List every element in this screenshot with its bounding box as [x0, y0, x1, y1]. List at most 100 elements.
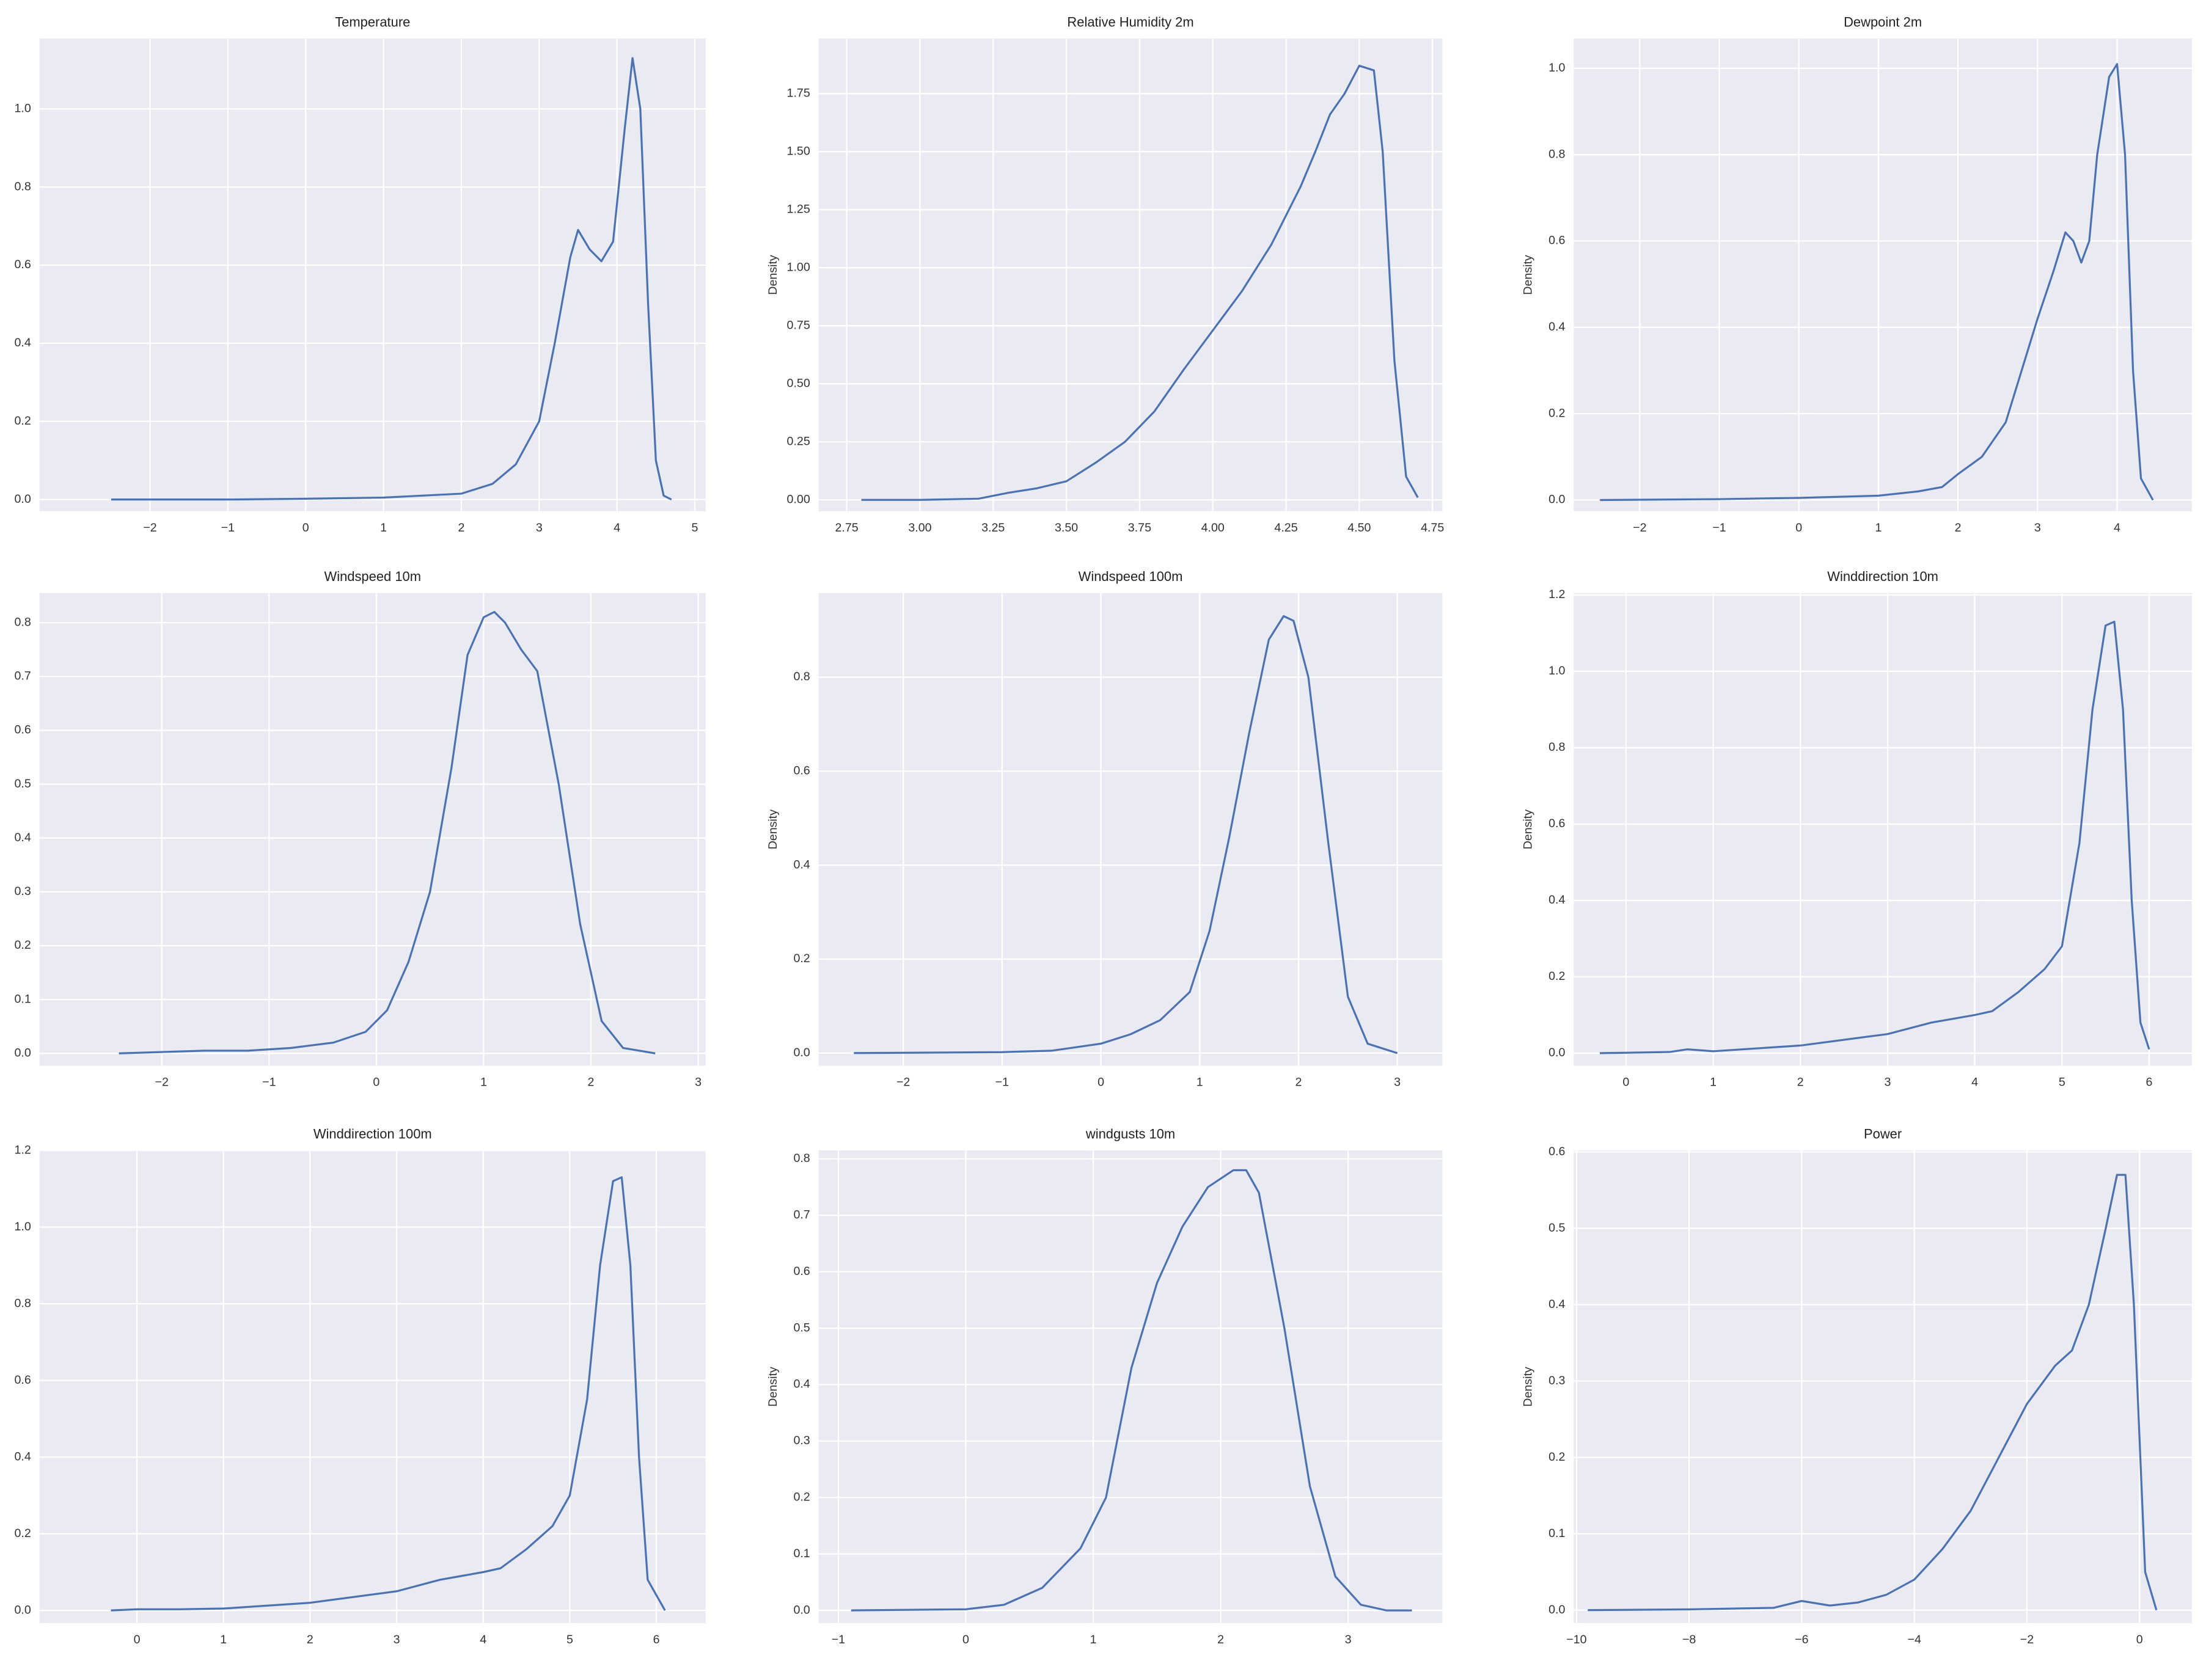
y-tick-label: 0.25	[787, 434, 810, 448]
x-tick-label: 3.00	[908, 521, 931, 535]
x-tick-label: 0	[302, 521, 309, 535]
y-tick-label: 0.8	[793, 1152, 810, 1165]
x-tick-label: 3	[394, 1633, 400, 1646]
x-tick-label: 1	[480, 1075, 487, 1089]
x-tick-label: 2	[1217, 1633, 1224, 1646]
x-tick-label: 0	[134, 1633, 141, 1646]
x-tick-label: 5	[2059, 1075, 2065, 1089]
y-tick-label: 0.0	[1548, 1603, 1565, 1616]
x-tick-label: 0	[2136, 1633, 2143, 1646]
y-tick-label: 0.6	[15, 258, 31, 271]
x-tick-label: −2	[2020, 1633, 2034, 1646]
x-tick-label: −2	[155, 1075, 169, 1089]
y-tick-label: 0.4	[15, 831, 31, 844]
y-tick-label: 0.4	[793, 1378, 810, 1391]
x-tick-label: 1	[1875, 521, 1882, 535]
y-tick-label: 0.6	[15, 723, 31, 737]
chart-title: Winddirection 10m	[1827, 569, 1938, 584]
x-tick-label: 2	[1797, 1075, 1804, 1089]
x-tick-label: 3	[1884, 1075, 1891, 1089]
y-tick-label: 0.2	[15, 938, 31, 952]
y-tick-label: 0.4	[1548, 893, 1565, 907]
y-tick-label: 0.1	[793, 1547, 810, 1560]
y-tick-label: 0.8	[793, 670, 810, 684]
x-tick-label: −4	[1907, 1633, 1921, 1646]
y-tick-label: 0.6	[793, 764, 810, 777]
x-tick-label: 6	[653, 1633, 660, 1646]
y-tick-label: 1.0	[1548, 664, 1565, 677]
x-tick-label: 3	[2034, 521, 2041, 535]
plot-area	[1574, 1150, 2192, 1623]
x-tick-label: 2	[307, 1633, 313, 1646]
y-tick-label: 0.0	[15, 492, 31, 506]
chart-title: Windspeed 100m	[1079, 569, 1183, 584]
x-tick-label: 4.25	[1274, 521, 1297, 535]
x-tick-label: 1	[1710, 1075, 1717, 1089]
x-tick-label: 0	[1795, 521, 1802, 535]
density-line	[119, 611, 656, 1054]
y-tick-label: 0.3	[15, 885, 31, 898]
y-tick-label: 0.75	[787, 318, 810, 332]
x-tick-label: 3.25	[981, 521, 1005, 535]
y-axis-label: Density	[1522, 255, 1535, 295]
y-tick-label: 0.2	[1548, 1450, 1565, 1464]
density-line	[861, 64, 1419, 501]
plot-area	[39, 1150, 706, 1623]
x-tick-label: −10	[1566, 1633, 1586, 1646]
density-line	[854, 615, 1398, 1054]
x-tick-label: 1	[220, 1633, 227, 1646]
density-line	[1600, 63, 2154, 502]
y-tick-label: 0.2	[793, 1490, 810, 1503]
y-tick-label: 1.0	[1548, 61, 1565, 75]
y-tick-label: 0.6	[1548, 817, 1565, 830]
y-tick-label: 0.00	[787, 492, 810, 506]
chart-title: Relative Humidity 2m	[1067, 15, 1193, 30]
x-tick-label: −2	[1633, 521, 1646, 535]
y-tick-label: 0.4	[793, 858, 810, 871]
plot-area	[1574, 38, 2192, 511]
y-tick-label: 0.8	[15, 615, 31, 629]
y-tick-label: 0.2	[1548, 406, 1565, 420]
y-tick-label: 0.4	[15, 336, 31, 349]
chart-title: Dewpoint 2m	[1844, 15, 1922, 30]
y-axis-label: Density	[766, 255, 780, 295]
y-tick-label: 1.0	[15, 101, 31, 115]
y-tick-label: 0.5	[793, 1321, 810, 1334]
y-axis-label: Density	[1522, 809, 1535, 850]
x-tick-label: 5	[566, 1633, 573, 1646]
x-tick-label: 4	[480, 1633, 486, 1646]
density-line	[111, 1176, 666, 1612]
y-axis-label: Density	[0, 255, 1, 295]
chart-title: Power	[1864, 1127, 1902, 1142]
y-tick-label: 1.75	[787, 86, 810, 100]
y-tick-label: 1.0	[15, 1220, 31, 1233]
y-tick-label: 0.3	[1548, 1374, 1565, 1387]
x-tick-label: −1	[1712, 521, 1726, 535]
y-tick-label: 0.5	[15, 777, 31, 791]
x-tick-label: 5	[692, 521, 698, 535]
x-tick-label: 2	[458, 521, 464, 535]
x-tick-label: 1	[1090, 1633, 1097, 1646]
y-tick-label: 0.4	[1548, 320, 1565, 334]
y-tick-label: 0.6	[1548, 1145, 1565, 1158]
y-tick-label: 0.0	[793, 1603, 810, 1616]
plot-area	[818, 38, 1443, 511]
y-tick-label: 0.8	[15, 1296, 31, 1310]
x-tick-label: 3	[536, 521, 543, 535]
y-tick-label: 1.00	[787, 260, 810, 274]
x-tick-label: −1	[832, 1633, 845, 1646]
y-tick-label: 0.8	[15, 180, 31, 193]
density-line	[1588, 1174, 2158, 1612]
y-axis-label: Density	[0, 809, 1, 850]
y-tick-label: 0.0	[793, 1046, 810, 1059]
plot-area	[818, 593, 1443, 1066]
y-tick-label: 0.1	[1548, 1527, 1565, 1540]
x-tick-label: 4	[1971, 1075, 1978, 1089]
y-tick-label: 0.8	[1548, 740, 1565, 754]
x-tick-label: 4.00	[1201, 521, 1225, 535]
x-tick-label: 4.75	[1421, 521, 1444, 535]
y-tick-label: 0.2	[15, 414, 31, 428]
y-tick-label: 0.2	[793, 952, 810, 965]
plot-area	[39, 593, 706, 1066]
